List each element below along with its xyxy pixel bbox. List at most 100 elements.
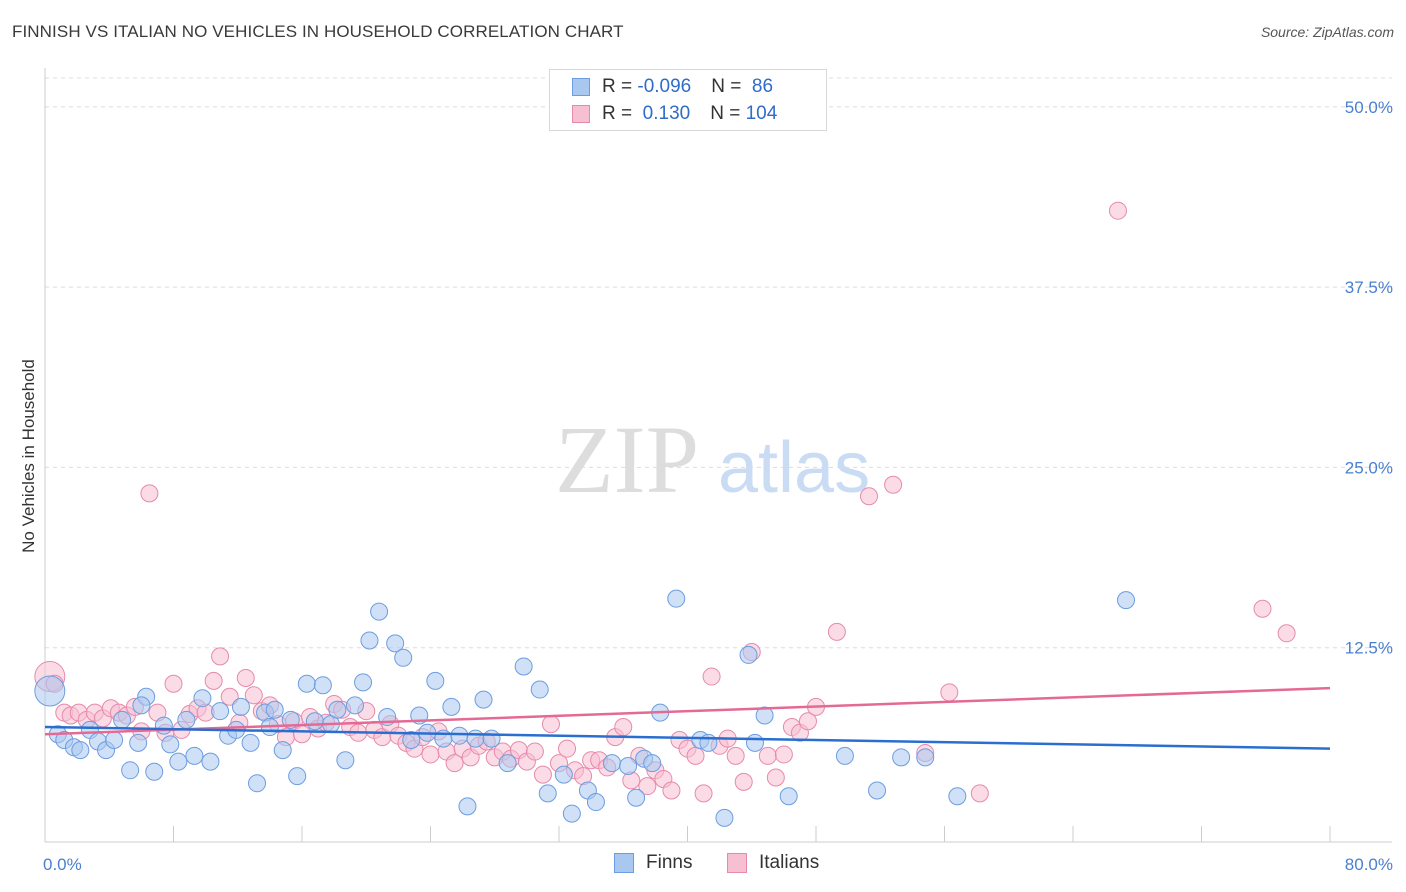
point-finns bbox=[426, 671, 445, 690]
point-finns bbox=[948, 787, 967, 806]
point-finns bbox=[241, 733, 260, 752]
point-finns bbox=[129, 733, 148, 752]
correlation-legend: R = -0.096 N = 86 R = 0.130 N = 104 bbox=[549, 69, 827, 131]
legend-n-label: N = bbox=[710, 103, 746, 124]
point-italians bbox=[421, 745, 440, 764]
point-finns bbox=[305, 712, 324, 731]
y-tick-label: 37.5% bbox=[1345, 278, 1393, 297]
point-finns bbox=[835, 746, 854, 765]
point-finns bbox=[297, 674, 316, 693]
point-finns bbox=[586, 793, 605, 812]
point-italians bbox=[638, 777, 657, 796]
point-italians bbox=[686, 746, 705, 765]
legend-row-finns: R = -0.096 N = 86 bbox=[572, 76, 773, 98]
point-finns bbox=[34, 675, 66, 707]
point-italians bbox=[533, 765, 552, 784]
trendline-italians bbox=[44, 686, 1331, 736]
point-finns bbox=[113, 710, 132, 729]
point-finns bbox=[667, 589, 686, 608]
legend-item-italians[interactable]: Italians bbox=[727, 852, 819, 874]
legend-r-label: R = bbox=[602, 103, 638, 124]
point-finns bbox=[402, 731, 421, 750]
y-axis-title: No Vehicles in Household bbox=[19, 359, 38, 553]
legend-r-value: 0.130 bbox=[637, 103, 691, 124]
point-italians bbox=[774, 745, 793, 764]
point-finns bbox=[346, 696, 365, 715]
legend-item-finns[interactable]: Finns bbox=[614, 852, 692, 874]
point-finns bbox=[273, 741, 292, 760]
point-finns bbox=[71, 741, 90, 760]
legend-swatch-finns bbox=[572, 78, 590, 96]
watermark-atlas: atlas bbox=[718, 428, 870, 508]
point-italians bbox=[541, 715, 560, 734]
point-italians bbox=[236, 669, 255, 687]
point-italians bbox=[164, 674, 183, 693]
point-italians bbox=[204, 671, 223, 690]
y-tick-label: 25.0% bbox=[1345, 458, 1393, 477]
point-italians bbox=[884, 475, 903, 494]
legend-swatch-finns bbox=[614, 853, 634, 873]
point-italians bbox=[662, 781, 681, 800]
point-italians bbox=[220, 687, 239, 706]
point-finns bbox=[482, 729, 501, 748]
y-tick-labels: 12.5% 25.0% 37.5% 50.0% bbox=[1345, 98, 1393, 658]
point-finns bbox=[554, 765, 573, 784]
point-finns bbox=[105, 731, 124, 750]
point-finns bbox=[328, 700, 347, 719]
point-finns bbox=[892, 748, 911, 767]
point-italians bbox=[860, 487, 879, 506]
trendline-finns bbox=[44, 725, 1331, 750]
point-italians bbox=[827, 622, 846, 641]
x-tick-label: 0.0% bbox=[43, 855, 82, 874]
legend-row-italians: R = 0.130 N = 104 bbox=[572, 103, 777, 125]
point-finns bbox=[868, 781, 887, 800]
legend-label-finns: Finns bbox=[646, 852, 693, 873]
point-italians bbox=[798, 712, 817, 731]
point-italians bbox=[293, 725, 311, 744]
point-finns bbox=[916, 748, 935, 767]
point-finns bbox=[715, 808, 734, 827]
point-italians bbox=[1277, 624, 1296, 643]
point-italians bbox=[702, 667, 721, 686]
point-finns bbox=[458, 797, 477, 816]
point-finns bbox=[562, 804, 581, 823]
point-finns bbox=[619, 756, 638, 775]
point-finns bbox=[193, 689, 212, 708]
legend-n-value: 104 bbox=[745, 103, 778, 124]
point-finns bbox=[603, 754, 622, 773]
point-finns bbox=[779, 787, 798, 806]
y-tick-label: 50.0% bbox=[1345, 98, 1393, 117]
point-finns bbox=[394, 648, 413, 667]
axes bbox=[44, 68, 1392, 843]
grid-lines bbox=[45, 77, 1392, 649]
legend-r-value: -0.096 bbox=[637, 76, 692, 97]
point-italians bbox=[525, 742, 544, 761]
point-finns bbox=[514, 657, 533, 676]
point-finns bbox=[154, 716, 173, 735]
point-italians bbox=[140, 484, 159, 503]
watermark: ZIP atlas bbox=[555, 406, 870, 513]
point-italians bbox=[614, 718, 633, 737]
point-italians bbox=[445, 754, 464, 773]
point-italians bbox=[766, 768, 785, 787]
chart-source: Source: ZipAtlas.com bbox=[1260, 24, 1394, 40]
point-finns bbox=[169, 752, 188, 771]
point-finns bbox=[211, 702, 230, 721]
point-finns bbox=[1117, 591, 1136, 610]
watermark-zip: ZIP bbox=[555, 406, 699, 513]
point-italians bbox=[558, 739, 577, 758]
point-finns bbox=[370, 602, 389, 621]
point-finns bbox=[745, 733, 764, 752]
point-finns bbox=[265, 700, 284, 719]
legend-r-label: R = bbox=[602, 76, 638, 97]
point-finns bbox=[231, 697, 250, 716]
point-italians bbox=[940, 683, 959, 702]
point-finns bbox=[643, 754, 662, 773]
point-finns bbox=[313, 676, 332, 695]
point-finns bbox=[442, 697, 461, 716]
legend-n-label: N = bbox=[711, 76, 747, 97]
trend-lines bbox=[44, 686, 1331, 750]
point-finns bbox=[627, 788, 646, 807]
point-italians bbox=[211, 647, 230, 666]
